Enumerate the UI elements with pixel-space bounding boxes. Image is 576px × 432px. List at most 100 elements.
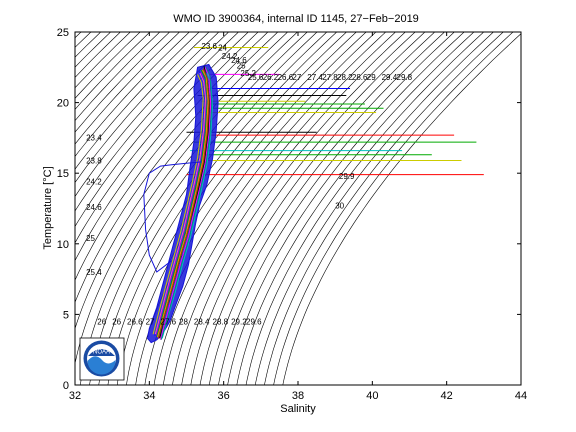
x-tick-label: 38 <box>292 390 304 402</box>
isoline-label: 24.6 <box>86 203 102 212</box>
isoline <box>75 32 249 244</box>
isoline <box>89 32 318 385</box>
isoline-label: 30 <box>335 202 344 211</box>
y-tick-label: 20 <box>57 98 69 110</box>
profile-line <box>160 67 212 340</box>
y-axis-label: Temperature [°C] <box>42 166 54 249</box>
isoline <box>236 32 475 385</box>
x-axis-ticks: 32 34 36 38 40 42 44 <box>69 32 527 402</box>
isoline <box>245 32 484 385</box>
profile-line <box>160 67 213 340</box>
isoline-label: 25 <box>237 62 246 71</box>
isoline-label: 28.8 <box>213 317 229 326</box>
profile-line <box>152 74 204 335</box>
isoline-label: 27.8 <box>322 73 338 82</box>
isoline <box>273 32 514 385</box>
isoline-label: 27 <box>146 317 155 326</box>
isoline <box>75 32 288 330</box>
isoline-label: 26 <box>112 317 121 326</box>
x-tick-label: 34 <box>143 390 155 402</box>
y-tick-label: 5 <box>63 309 69 321</box>
isoline-label: 23.6 <box>201 42 217 51</box>
isoline <box>218 32 455 385</box>
isoline <box>75 32 239 228</box>
isoline <box>75 32 161 122</box>
isoline <box>75 32 210 184</box>
chart-title: WMO ID 3900364, internal ID 1145, 27−Feb… <box>173 13 419 25</box>
isoline <box>75 32 190 157</box>
isoline <box>75 32 279 304</box>
isoline <box>75 32 298 365</box>
isoline <box>227 32 465 385</box>
isoline-label: 29.9 <box>339 172 355 181</box>
isoline-label: 28.6 <box>352 73 368 82</box>
isoline-label: 26.6 <box>127 317 143 326</box>
isoline <box>264 32 504 385</box>
isoline <box>75 32 229 212</box>
profile-line <box>158 68 210 338</box>
y-tick-label: 0 <box>63 380 69 392</box>
isoline <box>153 32 386 385</box>
x-tick-label: 32 <box>69 390 81 402</box>
isoline-label: 25.2 <box>240 69 256 78</box>
isoline-label: 25 <box>86 234 95 243</box>
x-tick-label: 42 <box>441 390 453 402</box>
wave-icon <box>87 356 116 375</box>
isoline <box>282 33 521 385</box>
isoline-label: 26.6 <box>278 73 294 82</box>
isoline-label: 25.4 <box>86 268 102 277</box>
isoline <box>254 32 494 385</box>
y-tick-label: 10 <box>57 239 69 251</box>
x-tick-label: 44 <box>515 390 527 402</box>
x-axis-label: Salinity <box>280 403 316 415</box>
isoline <box>75 32 141 99</box>
logo-text: NOAA <box>93 350 110 356</box>
profile-lines <box>143 63 219 344</box>
isoline-label: 29 <box>367 73 376 82</box>
density-isolines <box>75 32 521 385</box>
profile-line <box>157 69 209 338</box>
isoline <box>75 32 151 110</box>
isoline <box>208 32 445 385</box>
isoline <box>107 32 337 385</box>
isoline-label: 24.2 <box>86 178 102 187</box>
isoline-label: 28 <box>179 317 188 326</box>
isoline-label: 29.8 <box>397 73 413 82</box>
isoline <box>162 32 396 385</box>
isoline <box>199 32 435 385</box>
isoline-label: 23.4 <box>86 134 102 143</box>
isoline-label: 26.2 <box>263 73 279 82</box>
bird-icon <box>88 349 115 356</box>
isoline-label: 26 <box>97 317 106 326</box>
x-tick-label: 40 <box>366 390 378 402</box>
isoline-label: 24.2 <box>222 52 238 61</box>
isoline <box>181 32 416 385</box>
isoline-label: 24.6 <box>231 56 247 65</box>
isoline <box>75 32 220 197</box>
isoline-label: 29.6 <box>246 317 262 326</box>
isoline <box>190 32 426 385</box>
isoline-label: 28.2 <box>337 73 353 82</box>
isoline-label: 29.4 <box>382 73 398 82</box>
isoline-label: 27 <box>292 73 301 82</box>
isoline <box>75 32 200 170</box>
isoline-label: 28.4 <box>194 317 210 326</box>
isoline-label: 27.6 <box>161 317 177 326</box>
isoline-label: 27.4 <box>307 73 323 82</box>
isoline-label: 24 <box>218 43 227 52</box>
isoline-label: 25.6 <box>248 73 264 82</box>
x-tick-label: 36 <box>218 390 230 402</box>
y-tick-label: 25 <box>57 27 69 39</box>
isoline <box>126 32 357 385</box>
profile-line <box>156 69 208 338</box>
isoline <box>75 32 180 145</box>
outlier-profile <box>143 161 202 273</box>
noaa-logo: NOAA <box>79 337 125 381</box>
isoline <box>172 32 406 385</box>
isoline-label: 29.2 <box>231 317 247 326</box>
y-tick-label: 15 <box>57 168 69 180</box>
isoline <box>75 32 170 133</box>
profile-line <box>155 71 207 336</box>
